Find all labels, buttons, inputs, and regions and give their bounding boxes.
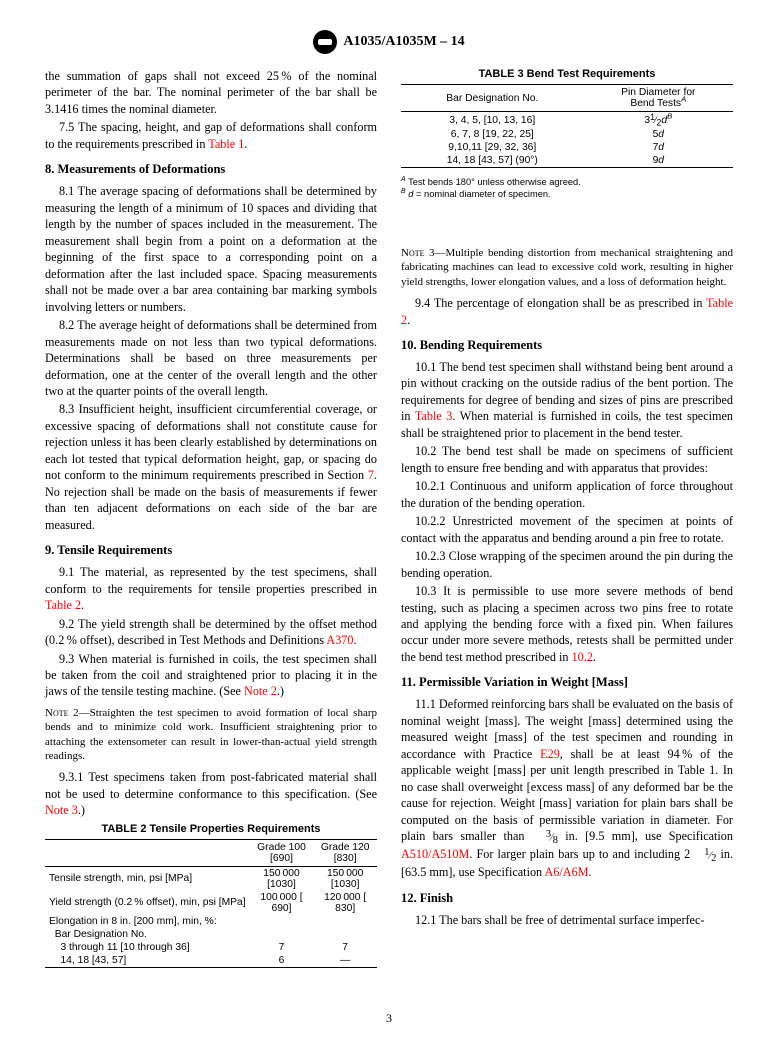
para-8-1: 8.1 The average spacing of deformations … xyxy=(45,183,377,315)
table-cell: Bar Designation No. xyxy=(45,928,250,941)
link-a370[interactable]: A370 xyxy=(326,633,353,647)
link-note-2[interactable]: Note 2 xyxy=(244,684,277,698)
table-cell xyxy=(313,915,377,928)
table-3-footnote-a: A Test bends 180° unless otherwise agree… xyxy=(401,176,733,188)
para-12-1: 12.1 The bars shall be free of detriment… xyxy=(401,912,733,928)
table-cell: 14, 18 [43, 57] xyxy=(45,954,250,968)
table-2-block: TABLE 2 Tensile Properties Requirements … xyxy=(45,823,377,968)
para-10-3: 10.3 It is permissible to use more sever… xyxy=(401,583,733,665)
table-2-row: 14, 18 [43, 57]6— xyxy=(45,954,377,968)
para-8-2: 8.2 The average height of deformations s… xyxy=(45,317,377,399)
link-note-3[interactable]: Note 3 xyxy=(45,803,78,817)
para-10-2-3: 10.2.3 Close wrapping of the specimen ar… xyxy=(401,548,733,581)
table-cell: 31⁄2dB xyxy=(584,112,733,129)
table-3-row: 9,10,11 [29, 32, 36]7d xyxy=(401,141,733,154)
table-cell: 7 xyxy=(313,941,377,954)
table-2-row: 3 through 11 [10 through 36]77 xyxy=(45,941,377,954)
para-9-1: 9.1 The material, as represented by the … xyxy=(45,564,377,613)
para-10-2-1: 10.2.1 Continuous and uniform applicatio… xyxy=(401,478,733,511)
page-number: 3 xyxy=(0,1011,778,1026)
table-3-caption: TABLE 3 Bend Test Requirements xyxy=(401,68,733,80)
table-cell xyxy=(313,928,377,941)
link-10-2[interactable]: 10.2 xyxy=(572,650,593,664)
table-3-header-des: Bar Designation No. xyxy=(401,85,584,112)
para-9-2: 9.2 The yield strength shall be determin… xyxy=(45,616,377,649)
table-cell: 3, 4, 5, [10, 13, 16] xyxy=(401,112,584,129)
table-cell: 7d xyxy=(584,141,733,154)
table-2-caption: TABLE 2 Tensile Properties Requirements xyxy=(45,823,377,835)
note-3: Note 3—Multiple bending distortion from … xyxy=(401,246,733,289)
table-cell: 6 xyxy=(250,954,314,968)
table-3: TABLE 3 Bend Test Requirements Bar Desig… xyxy=(401,68,733,168)
table-3-block: TABLE 3 Bend Test Requirements Bar Desig… xyxy=(401,68,733,200)
table-3-row: 6, 7, 8 [19, 22, 25]5d xyxy=(401,128,733,141)
note-2: Note 2—Straighten the test specimen to a… xyxy=(45,706,377,763)
header: A1035/A1035M – 14 xyxy=(45,30,733,54)
table-2-row: Tensile strength, min, psi [MPa]150 000 … xyxy=(45,866,377,891)
para-9-4: 9.4 The percentage of elongation shall b… xyxy=(401,295,733,328)
table-cell: 9d xyxy=(584,154,733,168)
table-cell xyxy=(250,928,314,941)
table-2-row: Elongation in 8 in. [200 mm], min, %: xyxy=(45,915,377,928)
table-cell: 9,10,11 [29, 32, 36] xyxy=(401,141,584,154)
table-cell: 3 through 11 [10 through 36] xyxy=(45,941,250,954)
spacer xyxy=(401,200,733,240)
table-3-row: 3, 4, 5, [10, 13, 16]31⁄2dB xyxy=(401,112,733,129)
table-cell xyxy=(250,915,314,928)
table-cell: Tensile strength, min, psi [MPa] xyxy=(45,866,250,891)
heading-10: 10. Bending Requirements xyxy=(401,338,733,353)
para-7-continuation: the summation of gaps shall not exceed 2… xyxy=(45,68,377,117)
table-cell: 14, 18 [43, 57] (90°) xyxy=(401,154,584,168)
link-table-2a[interactable]: Table 2 xyxy=(45,598,81,612)
heading-8: 8. Measurements of Deformations xyxy=(45,162,377,177)
link-a510[interactable]: A510/A510M xyxy=(401,847,469,861)
table-cell: 5d xyxy=(584,128,733,141)
table-cell: 7 xyxy=(250,941,314,954)
heading-12: 12. Finish xyxy=(401,891,733,906)
table-3-row: 14, 18 [43, 57] (90°)9d xyxy=(401,154,733,168)
link-e29[interactable]: E29 xyxy=(540,747,560,761)
table-cell: 120 000 [ 830] xyxy=(313,891,377,915)
link-table-1[interactable]: Table 1 xyxy=(208,137,244,151)
para-10-2-2: 10.2.2 Unrestricted movement of the spec… xyxy=(401,513,733,546)
link-a6[interactable]: A6/A6M xyxy=(545,865,589,879)
page: A1035/A1035M – 14 the summation of gaps … xyxy=(0,0,778,1041)
table-cell: Yield strength (0.2 % offset), min, psi … xyxy=(45,891,250,915)
para-9-3-1: 9.3.1 Test specimens taken from post-fab… xyxy=(45,769,377,818)
table-cell: 100 000 [ 690] xyxy=(250,891,314,915)
link-table-3[interactable]: Table 3 xyxy=(415,409,453,423)
document-id: A1035/A1035M – 14 xyxy=(343,34,464,50)
table-cell: 6, 7, 8 [19, 22, 25] xyxy=(401,128,584,141)
para-10-2: 10.2 The bend test shall be made on spec… xyxy=(401,443,733,476)
table-cell: 150 000 [1030] xyxy=(250,866,314,891)
table-3-header-pin: Pin Diameter for Bend TestsA xyxy=(584,85,733,112)
table-2-row: Yield strength (0.2 % offset), min, psi … xyxy=(45,891,377,915)
para-10-1: 10.1 The bend test specimen shall withst… xyxy=(401,359,733,441)
table-2-header-g100: Grade 100 [690] xyxy=(250,839,314,866)
para-9-3: 9.3 When material is furnished in coils,… xyxy=(45,651,377,700)
table-2: TABLE 2 Tensile Properties Requirements … xyxy=(45,823,377,968)
heading-11: 11. Permissible Variation in Weight [Mas… xyxy=(401,675,733,690)
astm-logo-icon xyxy=(313,30,337,54)
para-8-3: 8.3 Insufficient height, insufficient ci… xyxy=(45,401,377,533)
heading-9: 9. Tensile Requirements xyxy=(45,543,377,558)
table-2-header-g120: Grade 120 [830] xyxy=(313,839,377,866)
table-cell: — xyxy=(313,954,377,968)
para-7-5: 7.5 The spacing, height, and gap of defo… xyxy=(45,119,377,152)
table-cell: Elongation in 8 in. [200 mm], min, %: xyxy=(45,915,250,928)
table-3-footnote-b: B d = nominal diameter of specimen. xyxy=(401,188,733,200)
table-2-row: Bar Designation No. xyxy=(45,928,377,941)
table-cell: 150 000 [1030] xyxy=(313,866,377,891)
para-11-1: 11.1 Deformed reinforcing bars shall be … xyxy=(401,696,733,880)
table-2-header-blank xyxy=(45,839,250,866)
